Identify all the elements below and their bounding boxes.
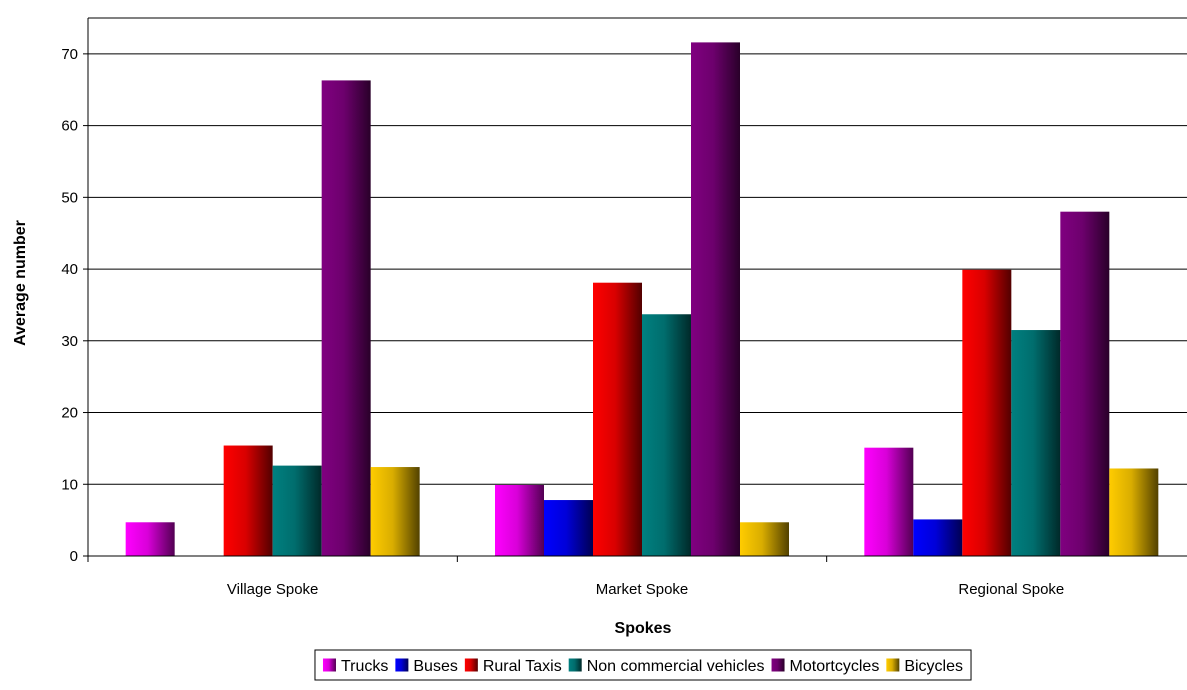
bar-motortcycles <box>691 42 740 556</box>
x-tick-label: Village Spoke <box>227 581 318 598</box>
legend-swatch <box>322 658 336 672</box>
y-tick-label: 60 <box>61 118 78 135</box>
y-axis-title: Average number <box>12 220 29 346</box>
legend-swatch <box>464 658 478 672</box>
bar-rural-taxis <box>223 445 273 556</box>
bar-buses <box>913 519 963 556</box>
bar-rural-taxis <box>593 282 642 556</box>
bar-bicycles <box>370 467 420 556</box>
legend-box <box>314 649 972 681</box>
y-tick-label: 30 <box>61 333 78 350</box>
legend-swatch <box>886 658 900 672</box>
x-axis-title: Spokes <box>615 620 672 637</box>
legend-label: Buses <box>413 658 457 675</box>
x-tick-label: Regional Spoke <box>958 581 1064 598</box>
bar-non-commercial-vehicles <box>272 465 322 556</box>
bars <box>125 42 1159 557</box>
legend-label: Trucks <box>341 658 388 675</box>
y-tick-label: 50 <box>61 189 78 206</box>
bar-trucks <box>125 522 175 556</box>
y-tick-label: 70 <box>61 46 78 63</box>
bar-non-commercial-vehicles <box>1011 330 1061 556</box>
legend: Trucks Buses Rural Taxis Non commercial veh… <box>314 649 972 681</box>
legend-label: Bicycles <box>904 658 963 675</box>
bar-buses <box>544 500 593 556</box>
bar-bicycles <box>1109 468 1159 556</box>
bar-motortcycles <box>1060 211 1110 556</box>
y-tick-label: 20 <box>61 405 78 422</box>
y-tick-label: 10 <box>61 476 78 493</box>
bar-motortcycles <box>321 80 371 557</box>
bar-trucks <box>864 447 914 556</box>
legend-swatch <box>568 658 582 672</box>
y-tick-label: 0 <box>70 548 78 565</box>
legend-swatch <box>395 658 409 672</box>
bar-trucks <box>495 484 544 556</box>
bar-non-commercial-vehicles <box>642 314 691 556</box>
bar-rural-taxis <box>962 269 1012 556</box>
y-tick-label: 40 <box>61 261 78 278</box>
axes: 0 10 20 30 40 50 60 70 Village Spoke Market Spoke… <box>61 17 1187 598</box>
x-tick-label: Market Spoke <box>596 581 689 598</box>
legend-swatch <box>771 658 785 672</box>
legend-label: Rural Taxis <box>483 658 562 675</box>
legend-label: Motortcycles <box>790 658 880 675</box>
bar-bicycles <box>740 522 789 556</box>
legend-label: Non commercial vehicles <box>587 658 765 675</box>
